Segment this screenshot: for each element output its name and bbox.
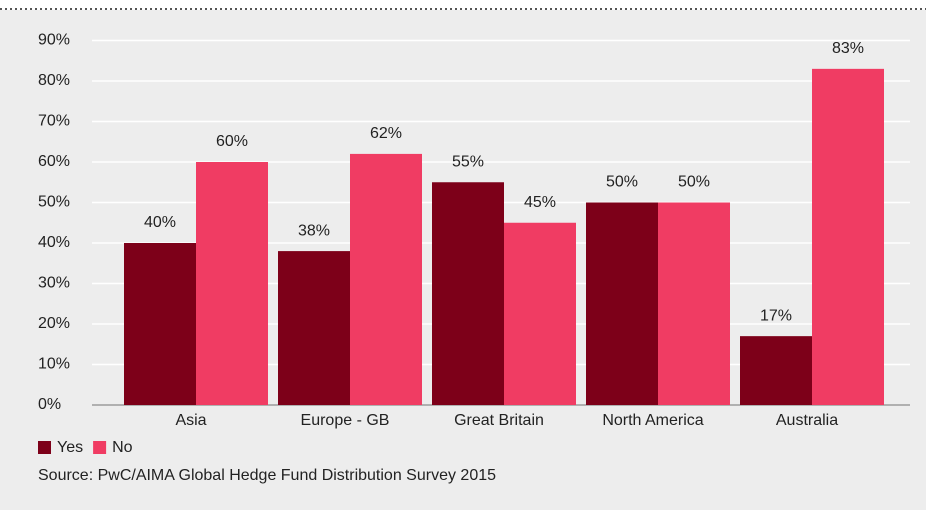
y-tick-label: 90%	[38, 32, 70, 49]
y-tick-label: 30%	[38, 275, 70, 292]
legend-swatch	[93, 441, 107, 454]
value-label: 83%	[832, 40, 864, 57]
x-tick-label: Australia	[776, 412, 838, 429]
y-tick-label: 50%	[38, 194, 70, 211]
x-tick-label: Asia	[175, 412, 206, 429]
value-label: 50%	[678, 174, 710, 191]
legend-swatch	[38, 441, 51, 454]
source: Source: PwC/AIMA Global Hedge Fund Distr…	[38, 467, 496, 484]
x-tick-label: North America	[602, 412, 703, 429]
value-label: 40%	[144, 214, 176, 231]
bar	[740, 336, 812, 405]
y-tick-label: 10%	[38, 356, 70, 373]
value-label: 45%	[524, 194, 556, 211]
value-label: 38%	[298, 222, 330, 239]
legend-label: Yes	[57, 439, 83, 456]
bar	[124, 243, 196, 405]
bar	[658, 202, 730, 405]
x-tick-label: Great Britain	[454, 412, 544, 429]
value-label: 55%	[452, 153, 484, 170]
bar	[812, 68, 884, 405]
y-tick-label: 20%	[38, 315, 70, 332]
value-label: 62%	[370, 125, 402, 142]
y-tick-label: 40%	[38, 234, 70, 251]
y-tick-label: 60%	[38, 153, 70, 170]
y-tick-label: 80%	[38, 72, 70, 89]
bar	[196, 162, 268, 405]
y-tick-label: 0%	[38, 396, 61, 413]
bar	[278, 251, 350, 405]
bar	[432, 182, 504, 405]
value-label: 60%	[216, 133, 248, 150]
value-label: 17%	[760, 307, 792, 324]
x-tick-label: Europe - GB	[301, 412, 390, 429]
bar	[350, 153, 422, 405]
value-label: 50%	[606, 174, 638, 191]
y-tick-label: 70%	[38, 113, 70, 130]
bar	[586, 202, 658, 405]
bar	[504, 222, 576, 405]
legend-label: No	[112, 439, 133, 456]
